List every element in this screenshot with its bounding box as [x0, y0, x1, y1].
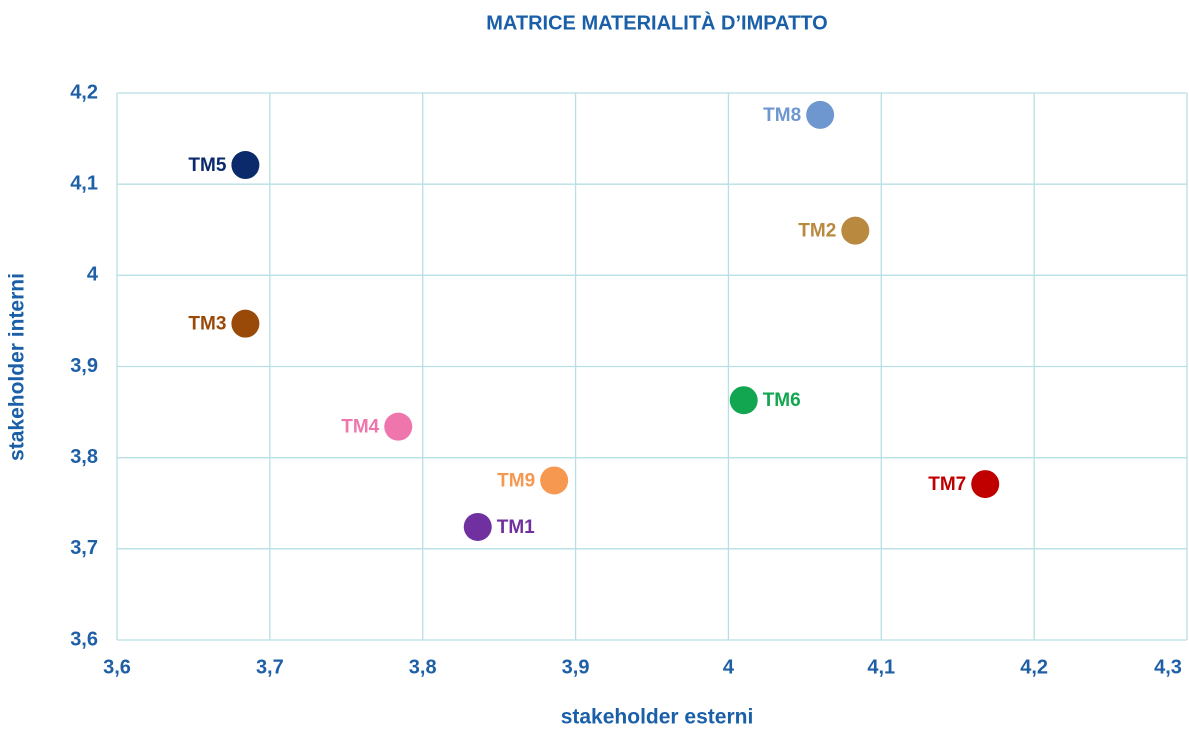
x-tick-label: 4,1 [867, 656, 895, 678]
y-tick-label: 3,6 [70, 628, 98, 650]
y-axis-label: stakeholder interni [6, 273, 29, 461]
point-label: TM5 [188, 155, 226, 176]
x-tick-label: 4 [723, 656, 735, 678]
x-axis-label: stakeholder esterni [561, 706, 754, 729]
y-tick-label: 4,2 [70, 81, 98, 103]
point-label: TM9 [497, 470, 535, 491]
point [231, 151, 260, 180]
y-tick-label: 3,7 [70, 537, 98, 559]
y-tick-label: 3,9 [70, 355, 98, 377]
chart-title: MATRICE MATERIALITÀ D’IMPATTO [486, 11, 827, 34]
point-label: TM4 [341, 417, 379, 438]
point [971, 470, 1000, 499]
point-label: TM8 [763, 105, 801, 126]
point-label: TM1 [497, 517, 535, 538]
y-tick-label: 3,8 [70, 446, 98, 468]
x-tick-label: 3,7 [256, 656, 284, 678]
x-tick-label: 3,8 [409, 656, 437, 678]
point [729, 386, 758, 415]
y-tick-label: 4 [87, 264, 99, 286]
point-label: TM2 [798, 221, 836, 242]
point [841, 216, 870, 245]
point [231, 309, 260, 338]
point-label: TM6 [763, 390, 801, 411]
point [463, 512, 492, 541]
point [806, 100, 835, 129]
x-tick-label: 3,6 [103, 656, 131, 678]
x-tick-label: 4,3 [1154, 656, 1182, 678]
point-label: TM7 [928, 474, 966, 495]
point-label: TM3 [188, 314, 226, 335]
x-tick-label: 3,9 [562, 656, 590, 678]
point [384, 412, 413, 441]
y-tick-label: 4,1 [70, 172, 98, 194]
point [540, 466, 569, 495]
x-tick-label: 4,2 [1020, 656, 1048, 678]
